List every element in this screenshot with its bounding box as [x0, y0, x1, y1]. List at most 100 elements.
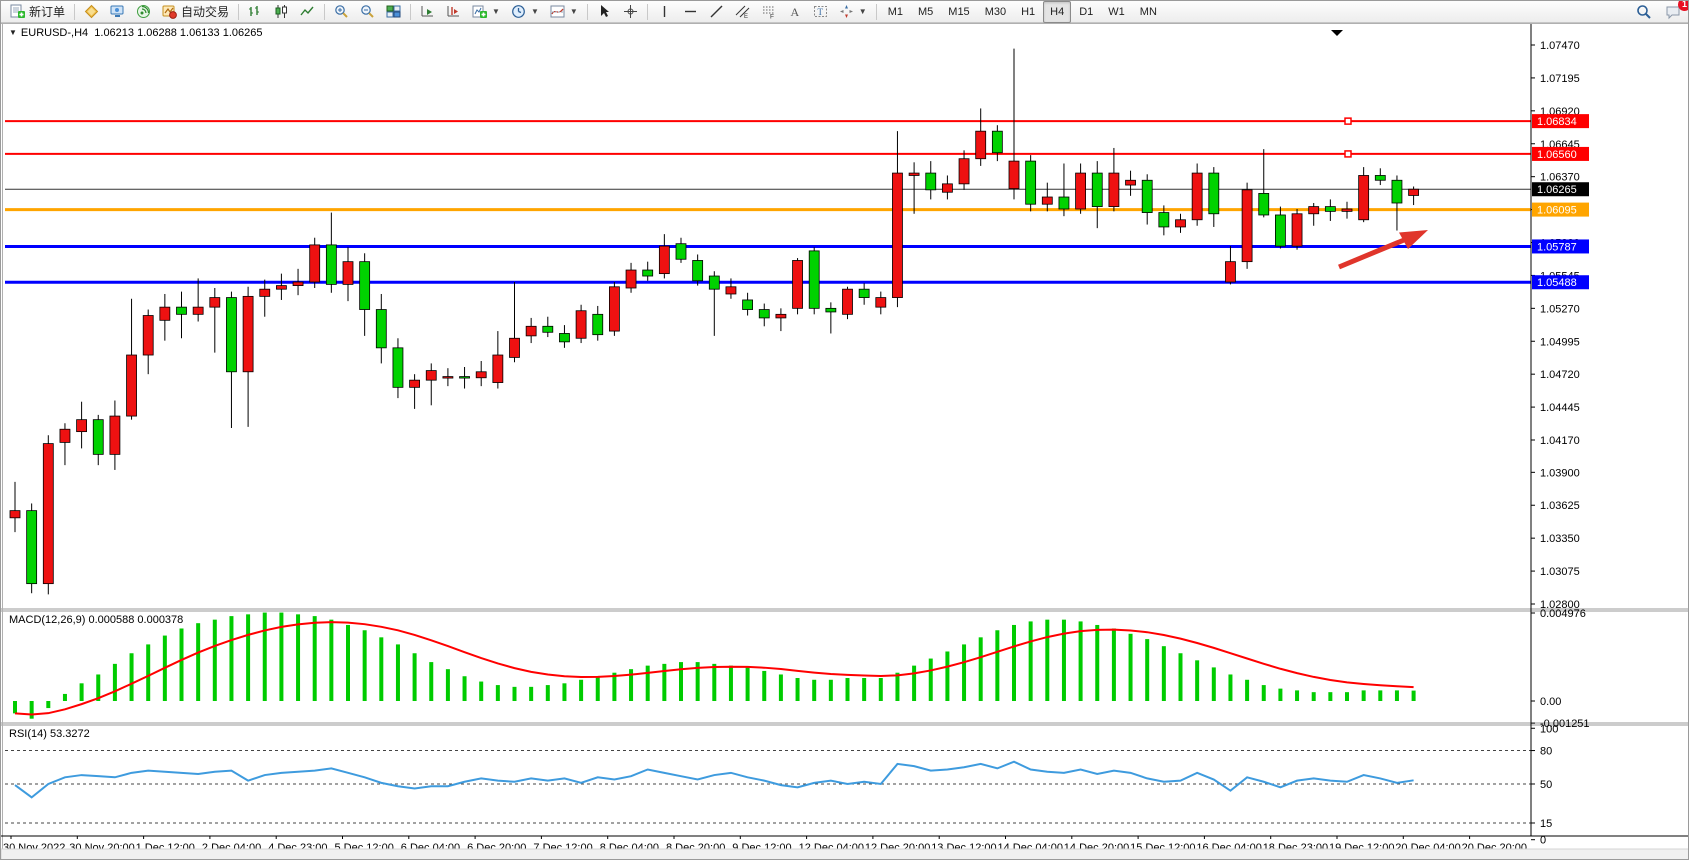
macd-histogram-bar	[1095, 624, 1100, 701]
macd-histogram-bar	[96, 674, 101, 701]
candle-body-bear	[642, 269, 654, 277]
scroll-to-end-icon[interactable]	[1331, 30, 1343, 36]
hline-handle[interactable]	[1344, 117, 1352, 125]
candle-body-bull	[1225, 261, 1236, 283]
auto-scroll-button[interactable]	[415, 1, 440, 23]
timeframe-button-mn[interactable]: MN	[1139, 5, 1157, 18]
vertical-line-icon	[657, 4, 672, 19]
chart-canvas[interactable]: 1.074701.071951.069201.066451.063701.060…	[1, 23, 1689, 860]
fibonacci-icon: F	[761, 4, 776, 19]
crosshair-tool-button[interactable]	[618, 1, 643, 23]
candle-body-bull	[275, 285, 287, 290]
timeframe-button-m30[interactable]: M30	[984, 5, 1007, 18]
candle-body-bull	[142, 315, 154, 356]
text-tool-button[interactable]: A	[782, 1, 807, 23]
signals-button[interactable]	[131, 1, 156, 23]
candle-body-bear	[808, 250, 820, 309]
timeframe-button-m1[interactable]: M1	[887, 5, 903, 18]
macd-histogram-bar	[1028, 621, 1033, 701]
candle-body-bull	[9, 510, 21, 519]
candle-body-bear	[1058, 196, 1070, 210]
macd-histogram-bar	[1411, 690, 1416, 701]
indicators-button[interactable]: ▼	[545, 1, 583, 23]
signals-icon	[136, 4, 151, 19]
macd-histogram-bar	[379, 637, 384, 701]
candle-body-bull	[1175, 219, 1186, 228]
horizontal-line-tool-button[interactable]	[678, 1, 703, 23]
hline-handle[interactable]	[1344, 150, 1352, 158]
price-tick-label: 1.05270	[1540, 303, 1580, 315]
macd-histogram-bar	[1328, 692, 1333, 701]
macd-histogram-bar	[945, 651, 950, 701]
macd-histogram-bar	[762, 670, 767, 701]
toolbar-separator	[646, 3, 648, 20]
macd-indicator-label: MACD(12,26,9) 0.000588 0.000378	[9, 614, 184, 626]
tile-windows-button[interactable]	[381, 1, 406, 23]
candle-body-bear	[176, 306, 187, 315]
zoom-in-button[interactable]	[329, 1, 354, 23]
metaquotes-icon	[84, 4, 99, 19]
auto-trading-icon	[162, 4, 177, 19]
line-chart-button[interactable]	[295, 1, 320, 23]
macd-histogram-bar	[46, 701, 51, 709]
timeframe-button-m5[interactable]: M5	[918, 5, 934, 18]
candle-body-bull	[42, 443, 54, 585]
new-order-button[interactable]: 新订单	[5, 1, 70, 23]
macd-histogram-bar	[445, 669, 450, 701]
timeframe-button-h4[interactable]: H4	[1043, 1, 1072, 23]
channel-tool-button[interactable]: E	[730, 1, 755, 23]
timeframe-bar: M1 M5 M15 M30 H1 H4 D1 W1 MN	[881, 1, 1164, 23]
candle-body-bull	[1291, 213, 1303, 247]
macd-histogram-bar	[1128, 633, 1133, 701]
macd-histogram-bar	[878, 678, 883, 701]
metaquotes-button[interactable]	[79, 1, 104, 23]
rsi-line	[14, 760, 1414, 799]
bid-price-tag	[1532, 182, 1589, 197]
macd-histogram-bar	[795, 678, 800, 701]
annotation-arrow-shaft[interactable]	[1338, 237, 1405, 270]
arrows-tool-button[interactable]: ▼	[834, 1, 872, 23]
annotation-arrow-head[interactable]	[1399, 230, 1428, 249]
timeframe-button-m15[interactable]: M15	[948, 5, 970, 18]
horizontal-scrollbar[interactable]	[1, 848, 1689, 860]
price-tick-label: 1.03075	[1540, 566, 1580, 578]
trendline-tool-button[interactable]	[704, 1, 729, 23]
candlestick-chart-button[interactable]	[269, 1, 294, 23]
notifications-button[interactable]: 1	[1660, 1, 1688, 23]
timeframe-button-w1[interactable]: W1	[1108, 5, 1125, 18]
candle-body-bear	[1324, 206, 1336, 212]
candle-body-bull	[842, 288, 853, 315]
period-button[interactable]: ▼	[506, 1, 544, 23]
candle-body-bull	[192, 306, 204, 315]
hline-price-tag	[1532, 114, 1589, 129]
rsi-axis-label: 15	[1540, 818, 1552, 830]
vertical-line-tool-button[interactable]	[652, 1, 677, 23]
candle-body-bear	[542, 325, 554, 333]
candle-body-bull	[725, 286, 737, 295]
new-order-icon	[10, 4, 25, 19]
cursor-tool-button[interactable]	[592, 1, 617, 23]
new-chart-button[interactable]: ▼	[467, 1, 505, 23]
chart-shift-button[interactable]	[441, 1, 466, 23]
text-label-tool-button[interactable]: T	[808, 1, 833, 23]
rsi-indicator-label: RSI(14) 53.3272	[9, 728, 90, 740]
candle-body-bull	[1358, 175, 1370, 221]
candle-body-bull	[509, 337, 520, 358]
candle-body-bull	[259, 288, 271, 297]
virtual-hosting-button[interactable]	[105, 1, 130, 23]
candle-body-bear	[858, 288, 870, 298]
macd-histogram-bar	[79, 683, 84, 701]
macd-histogram-bar	[745, 667, 750, 701]
timeframe-button-d1[interactable]: D1	[1079, 5, 1094, 18]
candle-body-bull	[159, 306, 171, 321]
indicators-icon	[550, 4, 565, 19]
timeframe-button-h1[interactable]: H1	[1021, 5, 1036, 18]
search-button[interactable]	[1631, 1, 1657, 23]
macd-histogram-bar	[595, 676, 600, 701]
svg-text:E: E	[744, 14, 748, 19]
chart-window[interactable]: ▼ EURUSD-,H4 1.06213 1.06288 1.06133 1.06…	[1, 23, 1689, 860]
zoom-out-button[interactable]	[355, 1, 380, 23]
bar-chart-button[interactable]	[243, 1, 268, 23]
auto-trading-button[interactable]: 自动交易	[157, 1, 234, 23]
fibonacci-tool-button[interactable]: F	[756, 1, 781, 23]
